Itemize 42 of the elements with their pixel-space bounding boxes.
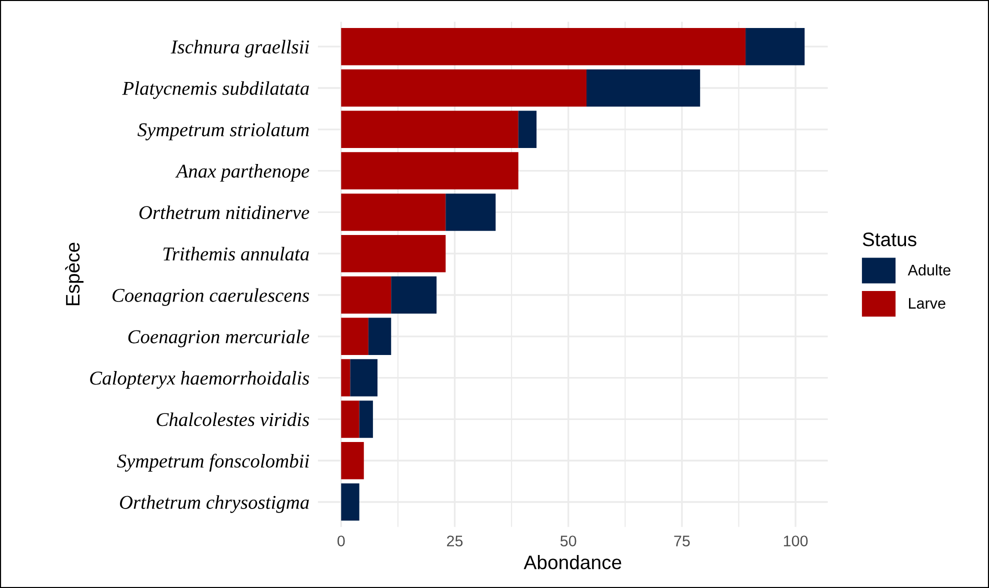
y-tick-label: Coenagrion caerulescens bbox=[112, 288, 310, 306]
y-tick-label: Anax parthenope bbox=[175, 164, 310, 182]
y-axis-title: Espèce bbox=[65, 242, 84, 306]
bar bbox=[586, 69, 700, 107]
x-tick-label: 25 bbox=[447, 536, 463, 546]
y-tick-label: Sympetrum striolatum bbox=[138, 122, 309, 140]
bar bbox=[341, 400, 360, 438]
x-tick-label: 100 bbox=[784, 536, 808, 546]
bar bbox=[341, 110, 518, 148]
y-tick-label: Chalcolestes viridis bbox=[156, 412, 310, 426]
y-tick-label: Orthetrum nitidinerve bbox=[139, 205, 310, 220]
y-tick-label: Calopteryx haemorrhoidalis bbox=[90, 371, 310, 389]
bar bbox=[391, 276, 437, 314]
y-tick-label: Ischnura graellsii bbox=[170, 40, 310, 58]
bar bbox=[341, 152, 518, 190]
bar bbox=[341, 483, 360, 521]
bar bbox=[368, 318, 392, 356]
y-tick-label: Trithemis annulata bbox=[163, 246, 309, 261]
bar bbox=[341, 28, 746, 66]
bar bbox=[746, 28, 805, 66]
legend-title: Status bbox=[862, 232, 916, 246]
bar bbox=[341, 69, 587, 107]
bar bbox=[341, 442, 364, 480]
bar bbox=[341, 359, 350, 396]
y-tick-label: Orthetrum chrysostigma bbox=[120, 495, 309, 513]
bar bbox=[341, 194, 446, 231]
bar bbox=[341, 234, 446, 272]
y-tick-label: Sympetrum fonscolombii bbox=[117, 454, 310, 472]
bar bbox=[341, 318, 368, 356]
legend-label: Larve bbox=[909, 298, 946, 309]
bar bbox=[518, 110, 537, 148]
x-tick-label: 50 bbox=[560, 536, 576, 546]
y-tick-label: Coenagrion mercuriale bbox=[128, 330, 310, 348]
bar bbox=[446, 194, 496, 231]
bar bbox=[359, 400, 373, 438]
bar bbox=[341, 276, 392, 314]
x-axis-title: Abondance bbox=[524, 554, 622, 570]
legend-label: Adulte bbox=[908, 264, 950, 276]
x-tick-label: 75 bbox=[674, 536, 690, 546]
x-tick-label: 0 bbox=[337, 536, 345, 546]
bar bbox=[350, 359, 378, 396]
y-tick-label: Platycnemis subdilatata bbox=[122, 81, 309, 99]
